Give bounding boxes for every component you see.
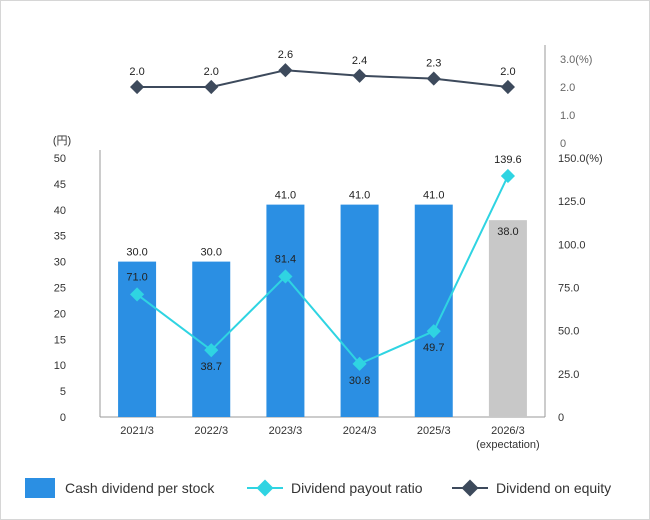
left-tick-label: 30 xyxy=(54,257,66,269)
left-axis-unit: (円) xyxy=(53,135,71,147)
payout-tick-label: 125.0 xyxy=(558,196,586,208)
doe-point xyxy=(278,63,293,78)
legend-item-doe: Dividend on equity xyxy=(452,478,611,498)
legend-item-payout-ratio: Dividend payout ratio xyxy=(247,478,423,498)
payout-tick-label: 25.0 xyxy=(558,369,579,381)
legend-label-payout-ratio: Dividend payout ratio xyxy=(291,480,423,496)
doe-tick-label: 3.0(%) xyxy=(560,54,592,66)
payout-value-label: 38.7 xyxy=(201,361,222,373)
legend-swatch-bar xyxy=(25,478,55,498)
payout-value-label: 81.4 xyxy=(275,253,296,265)
bar-cash-dividend xyxy=(340,204,379,417)
payout-tick-label: 0 xyxy=(558,412,564,424)
payout-tick-label: 75.0 xyxy=(558,283,579,295)
bar-value-label: 41.0 xyxy=(349,190,370,202)
legend-swatch-payout xyxy=(247,479,283,497)
doe-value-label: 2.0 xyxy=(500,66,515,78)
left-tick-label: 35 xyxy=(54,231,66,243)
payout-ratio-line xyxy=(136,175,509,366)
x-tick-note: (expectation) xyxy=(476,439,540,451)
doe-value-label: 2.3 xyxy=(426,58,441,70)
legend-label-cash-dividend: Cash dividend per stock xyxy=(65,480,215,496)
dividend-chart: 0 5 10 15 20 25 30 35 40 45 50 (円) 0 25.0 50.0 75.0 100.… xyxy=(53,45,603,451)
x-tick-label: 2025/3 xyxy=(417,425,451,437)
doe-value-label: 2.6 xyxy=(278,49,293,61)
doe-tick-label: 0 xyxy=(560,138,566,150)
payout-value-label: 49.7 xyxy=(423,342,444,354)
legend-label-doe: Dividend on equity xyxy=(496,480,612,496)
payout-value-label: 139.6 xyxy=(494,154,522,166)
doe-tick-label: 2.0 xyxy=(560,82,575,94)
left-tick-label: 20 xyxy=(54,308,66,320)
bar-cash-dividend xyxy=(192,261,231,417)
doe-value-label: 2.4 xyxy=(352,55,367,67)
payout-ratio-point xyxy=(500,168,515,184)
doe-point xyxy=(130,79,145,95)
left-tick-label: 0 xyxy=(60,412,66,424)
bar-cash-dividend xyxy=(266,204,305,417)
bar-cash-dividend xyxy=(118,261,157,417)
x-tick-label: 2026/3 xyxy=(491,425,525,437)
x-tick-label: 2022/3 xyxy=(194,425,228,437)
bar-value-label: 38.0 xyxy=(497,226,518,238)
bar-cash-dividend xyxy=(414,204,453,417)
left-tick-label: 15 xyxy=(54,334,66,346)
x-tick-label: 2021/3 xyxy=(120,425,154,437)
payout-value-label: 71.0 xyxy=(126,271,147,283)
left-tick-label: 25 xyxy=(54,283,66,295)
left-tick-label: 45 xyxy=(54,179,66,191)
doe-point xyxy=(352,68,367,83)
doe-point xyxy=(204,79,219,95)
payout-tick-label: 100.0 xyxy=(558,239,586,251)
doe-value-label: 2.0 xyxy=(129,66,144,78)
left-tick-label: 5 xyxy=(60,386,66,398)
payout-ratio-point xyxy=(426,324,441,339)
left-tick-label: 40 xyxy=(54,205,66,217)
chart-legend: Cash dividend per stock Dividend payout … xyxy=(0,470,650,506)
bar-value-label: 41.0 xyxy=(423,190,444,202)
payout-ratio-point xyxy=(130,287,145,302)
left-tick-label: 10 xyxy=(54,360,66,372)
doe-tick-label: 1.0 xyxy=(560,110,575,122)
bar-value-label: 41.0 xyxy=(275,190,296,202)
x-tick-label: 2024/3 xyxy=(343,425,377,437)
payout-ratio-point xyxy=(352,356,367,371)
left-tick-label: 50 xyxy=(54,153,66,165)
payout-tick-label: 150.0(%) xyxy=(558,153,603,165)
doe-point xyxy=(426,71,441,86)
legend-swatch-doe xyxy=(452,479,488,497)
doe-line xyxy=(137,69,509,88)
doe-point xyxy=(500,79,515,95)
legend-item-cash-dividend: Cash dividend per stock xyxy=(25,478,214,498)
bar-cash-dividend xyxy=(488,220,527,417)
bar-value-label: 30.0 xyxy=(126,247,147,259)
bar-value-label: 30.0 xyxy=(201,247,222,259)
doe-value-label: 2.0 xyxy=(204,66,219,78)
payout-tick-label: 50.0 xyxy=(558,326,579,338)
x-tick-label: 2023/3 xyxy=(269,425,303,437)
payout-ratio-point xyxy=(204,343,219,358)
payout-ratio-point xyxy=(278,269,293,284)
payout-value-label: 30.8 xyxy=(349,375,370,387)
